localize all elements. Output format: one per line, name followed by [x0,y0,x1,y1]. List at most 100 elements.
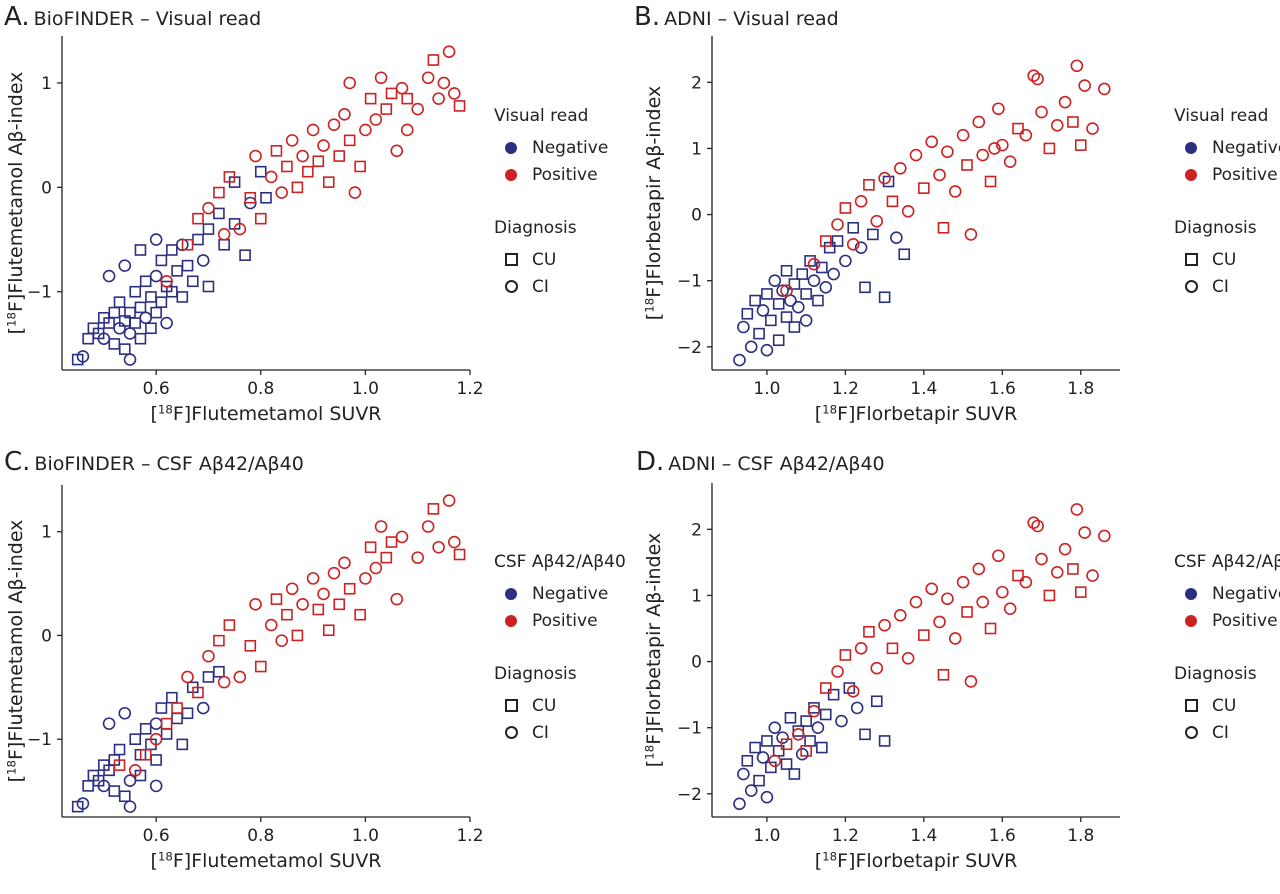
data-point-positive-cu [863,626,875,638]
data-point-positive-ci [1031,72,1044,86]
data-point-positive-cu [354,160,366,173]
legend-shape-title: Diagnosis [1174,218,1257,238]
x-tick-label: 1.0 [352,826,379,846]
data-point-negative-ci [123,800,137,813]
legend-label: CU [532,249,557,270]
data-point-positive-ci [395,530,409,544]
panel-letter: A. [4,2,30,32]
data-point-positive-cu [160,717,173,730]
data-point-negative-cu [239,249,251,261]
x-tick-label: 0.6 [143,826,170,846]
data-point-negative-cu [765,761,777,774]
y-tick-label: −1 [27,730,52,750]
data-point-positive-ci [296,598,309,611]
data-point-positive-ci [909,595,923,609]
data-point-positive-ci [831,665,844,678]
data-point-positive-ci [264,618,278,632]
legend-label: CI [532,276,549,297]
legend-item-ci: CI [494,273,608,300]
y-tick-label: 0 [691,653,702,673]
panel-title-text: BioFINDER – Visual read [33,8,262,30]
data-point-positive-cu [364,92,377,105]
data-point-positive-cu [213,634,225,647]
data-point-negative-cu [823,241,836,254]
data-point-positive-ci [249,598,262,611]
legend-shape-title: Diagnosis [1174,664,1257,684]
x-axis-title: [18F]Flutemetamol SUVR [150,849,381,872]
data-point-positive-cu [281,608,293,621]
data-point-negative-cu [202,223,215,235]
x-tick-label: 1.2 [456,826,483,846]
legend-item-ci: CI [1174,273,1280,300]
data-point-negative-ci [123,327,137,340]
data-point-negative-cu [129,285,142,298]
data-point-positive-ci [400,123,414,137]
data-point-positive-cu [1074,139,1087,151]
data-point-positive-ci [831,218,844,231]
data-point-positive-ci [780,284,793,297]
data-point-negative-ci [149,717,163,730]
data-point-positive-cu [192,212,204,225]
x-tick-label: 1.2 [832,379,859,399]
panel-title: C. BioFINDER – CSF Aβ42/Aβ40 [4,447,304,477]
x-axis-title: [18F]Flutemetamol SUVR [150,402,381,425]
data-point-negative-cu [108,306,121,319]
data-point-positive-ci [956,128,970,142]
scatter-plot-b: 1.0 1.2 1.4 1.6 1.8 −2 −1 0 1 2 [18F]Florbetapir S… [642,36,1120,425]
data-point-positive-ci [964,228,978,241]
data-point-negative-cu [812,294,824,307]
data-point-positive-ci [202,649,215,663]
data-point-negative-cu [804,255,816,267]
data-point-negative-ci [799,314,813,327]
data-point-negative-ci [102,717,116,730]
data-point-negative-cu [134,244,147,256]
panel-title-text: BioFINDER – CSF Aβ42/Aβ40 [34,453,304,475]
data-point-positive-cu [453,548,466,561]
x-tick-label: 0.8 [247,379,274,399]
data-point-positive-ci [972,115,986,129]
x-tick-label: 1.2 [456,379,483,399]
data-point-negative-ci [839,254,852,268]
data-point-positive-ci [1050,118,1064,132]
x-tick-label: 1.0 [352,379,379,399]
data-point-negative-cu [870,695,883,708]
legend-item-ci: CI [494,719,626,746]
legend-color-title: CSF Aβ42/Aβ40 [1174,552,1280,572]
data-point-positive-ci [925,135,938,149]
legend-item-cu: CU [494,246,608,273]
data-point-positive-ci [948,185,962,198]
positive-dot-icon [1185,614,1197,627]
data-point-positive-ci [925,582,938,596]
x-tick-label: 1.8 [1067,826,1094,846]
data-point-positive-ci [338,107,351,121]
data-point-negative-cu [772,298,785,310]
legend-item-positive: Positive [494,607,626,634]
data-point-negative-ci [76,797,90,810]
data-point-negative-cu [780,758,793,770]
data-point-negative-cu [155,702,168,714]
data-point-positive-ci [807,257,821,271]
data-point-positive-ci [448,535,461,549]
data-point-positive-ci [964,675,978,688]
data-point-positive-ci [1035,105,1048,119]
data-point-negative-cu [780,264,793,277]
legend-label: Negative [532,583,609,604]
data-point-positive-ci [432,92,445,105]
data-point-negative-cu [796,268,809,280]
y-tick-label: 0 [41,626,52,646]
data-point-positive-ci [432,540,445,554]
data-point-positive-cu [886,195,899,208]
data-point-positive-ci [992,549,1005,563]
data-point-negative-cu [788,321,801,333]
data-point-positive-cu [427,54,440,66]
data-point-positive-cu [312,603,325,616]
data-point-negative-ci [76,350,90,363]
legend-item-cu: CU [1174,692,1280,719]
data-point-negative-ci [160,316,173,330]
data-point-positive-ci [846,685,860,698]
data-point-positive-cu [819,682,832,694]
data-point-positive-ci [1070,503,1084,516]
legend-item-positive: Positive [1174,161,1280,188]
data-point-negative-ci [827,267,840,281]
data-point-positive-ci [1070,59,1084,73]
